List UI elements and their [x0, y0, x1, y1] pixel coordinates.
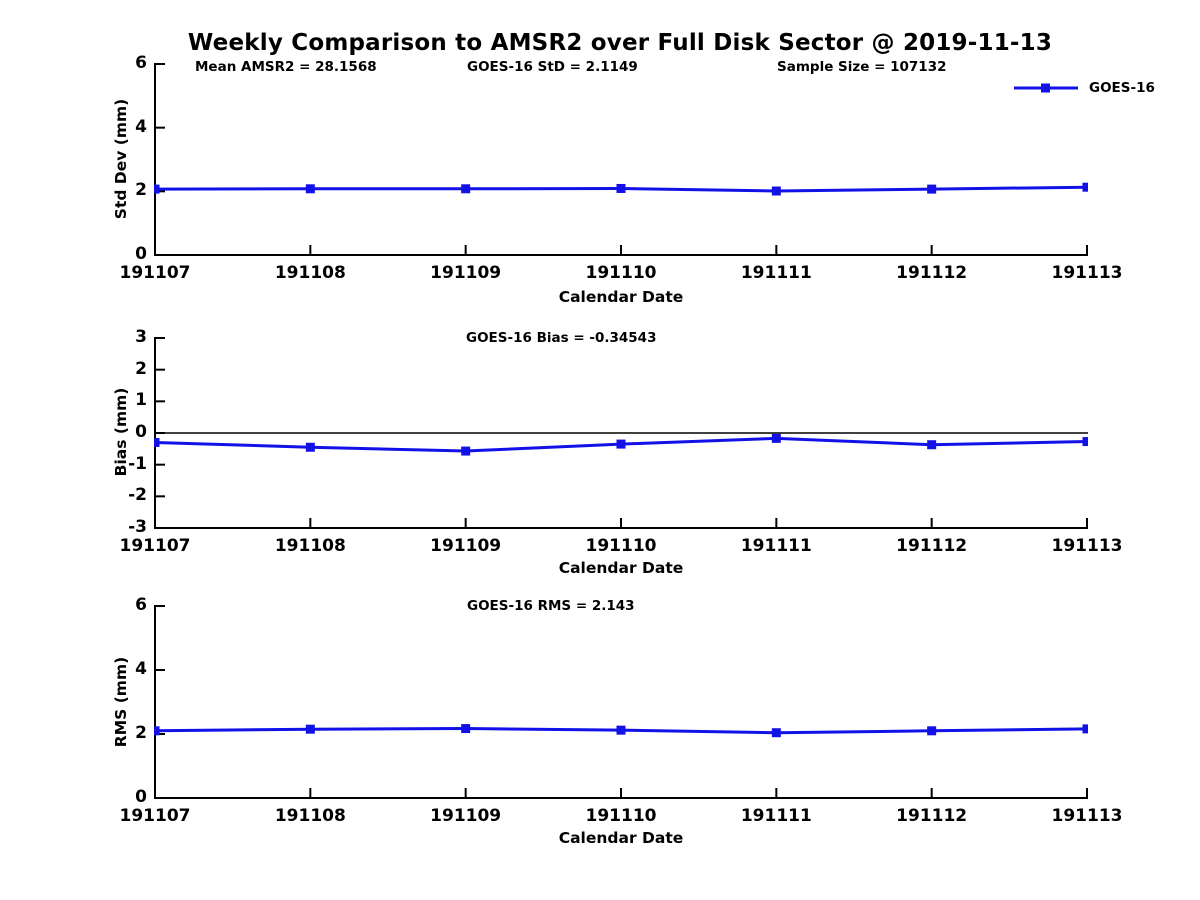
- annotation-rms: GOES-16 RMS = 2.143: [467, 598, 635, 614]
- x-tick-label: 191113: [1051, 263, 1123, 283]
- data-point-marker: [771, 728, 781, 738]
- y-tick-label: -2: [128, 485, 147, 506]
- x-tick-label: 191109: [430, 263, 502, 283]
- data-point-marker: [1082, 724, 1088, 734]
- x-tick-label: 191110: [585, 536, 657, 556]
- legend-line-marker-icon: [1014, 83, 1078, 93]
- data-point-marker: [1082, 437, 1088, 447]
- xlabel-rms: Calendar Date: [558, 829, 684, 847]
- y-tick-label: 0: [135, 244, 147, 264]
- legend: GOES-16: [1012, 80, 1155, 96]
- x-tick-label: 191111: [740, 536, 812, 556]
- x-tick-label: 191111: [740, 806, 812, 826]
- x-tick-label: 191108: [274, 536, 346, 556]
- annotation-bias: GOES-16 Bias = -0.34543: [466, 330, 657, 346]
- bias-plot: [154, 337, 1088, 529]
- rms-plot: [154, 605, 1088, 799]
- x-tick-label: 191110: [585, 263, 657, 283]
- x-tick-label: 191111: [740, 263, 812, 283]
- x-tick-label: 191107: [119, 263, 191, 283]
- x-tick-label: 191113: [1051, 536, 1123, 556]
- x-tick-label: 191112: [896, 536, 968, 556]
- data-point-marker: [305, 184, 315, 194]
- data-point-marker: [154, 726, 160, 736]
- y-tick-label: 2: [135, 180, 147, 201]
- x-tick-label: 191107: [119, 536, 191, 556]
- data-point-marker: [616, 183, 626, 193]
- y-tick-label: 1: [135, 390, 147, 411]
- data-point-marker: [771, 433, 781, 443]
- data-point-marker: [927, 184, 937, 194]
- y-tick-label: -3: [128, 517, 147, 537]
- x-tick-label: 191109: [430, 536, 502, 556]
- data-point-marker: [305, 442, 315, 452]
- data-point-marker: [154, 438, 160, 447]
- data-point-marker: [927, 440, 937, 450]
- y-tick-label: 0: [135, 422, 147, 442]
- stat-mean-amsr2: Mean AMSR2 = 28.1568: [195, 59, 377, 75]
- stat-goes16-std: GOES-16 StD = 2.1149: [467, 59, 638, 75]
- data-point-marker: [461, 724, 471, 734]
- x-tick-label: 191113: [1051, 806, 1123, 826]
- data-point-marker: [461, 184, 471, 194]
- x-tick-label: 191108: [274, 263, 346, 283]
- y-tick-label: 2: [135, 358, 147, 379]
- y-tick-label: 2: [135, 723, 147, 743]
- data-point-marker: [616, 439, 626, 449]
- x-tick-label: 191110: [585, 806, 657, 826]
- x-tick-label: 191112: [896, 806, 968, 826]
- data-point-marker: [461, 446, 471, 456]
- xlabel-bias: Calendar Date: [558, 559, 684, 577]
- y-tick-label: 4: [135, 659, 147, 679]
- y-tick-label: 3: [135, 327, 147, 347]
- legend-label: GOES-16: [1089, 80, 1155, 96]
- data-point-marker: [154, 184, 160, 194]
- y-tick-label: 6: [135, 595, 147, 615]
- y-tick-label: 4: [135, 116, 147, 137]
- xlabel-stddev: Calendar Date: [558, 288, 684, 306]
- y-tick-label: 0: [135, 787, 147, 807]
- data-point-marker: [616, 725, 626, 735]
- y-tick-label: 6: [135, 53, 147, 73]
- stat-sample-size: Sample Size = 107132: [777, 59, 947, 75]
- data-point-marker: [771, 186, 781, 196]
- stddev-plot: [154, 63, 1088, 256]
- data-point-marker: [1082, 182, 1088, 192]
- x-tick-label: 191107: [119, 806, 191, 826]
- x-tick-label: 191109: [430, 806, 502, 826]
- data-point-marker: [927, 726, 937, 736]
- x-tick-label: 191108: [274, 806, 346, 826]
- chart-title: Weekly Comparison to AMSR2 over Full Dis…: [187, 30, 1053, 56]
- data-point-marker: [305, 724, 315, 734]
- y-tick-label: -1: [128, 453, 147, 474]
- x-tick-label: 191112: [896, 263, 968, 283]
